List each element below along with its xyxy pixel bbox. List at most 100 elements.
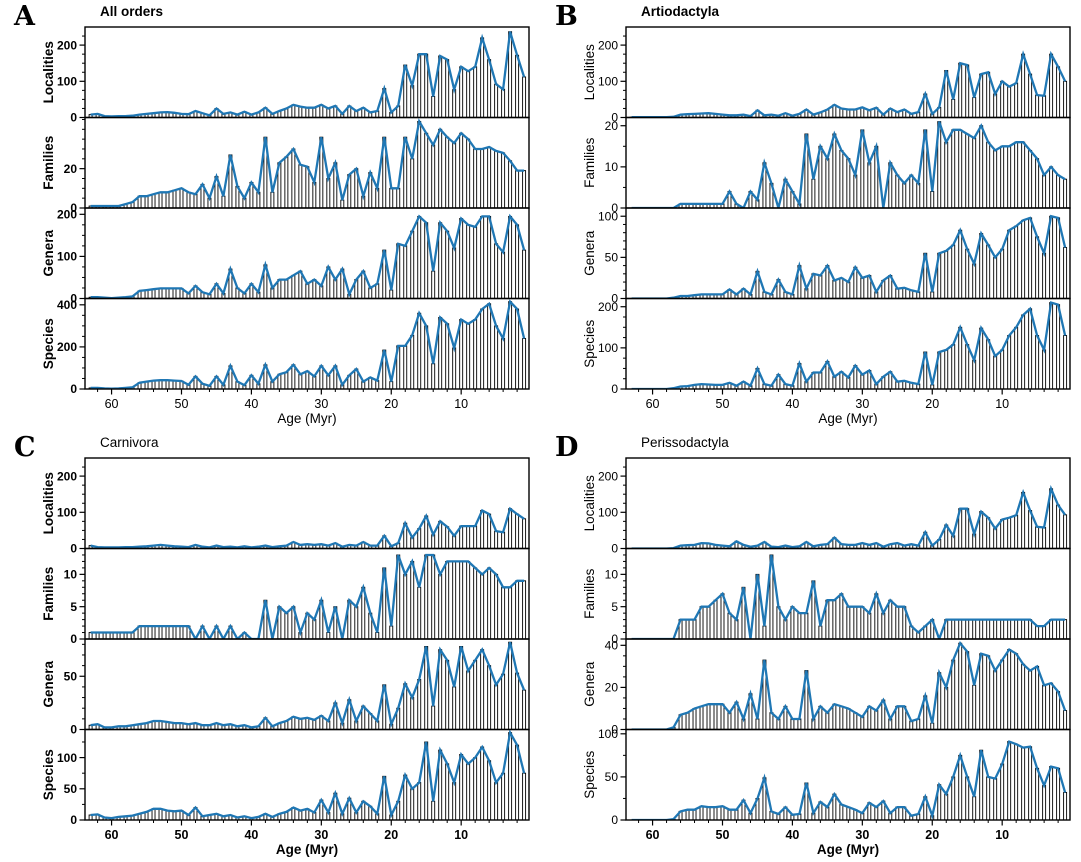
y-axis-label: Genera — [41, 229, 56, 276]
x-tick-label: 40 — [785, 397, 799, 411]
y-tick-label: 20 — [64, 162, 78, 176]
subplot-genera: 0 50 Genera — [41, 638, 530, 737]
x-tick-label: 20 — [384, 397, 398, 411]
trend-line — [90, 506, 525, 549]
y-tick-label: 200 — [598, 469, 618, 483]
x-tick-label: 10 — [995, 828, 1009, 842]
x-tick-label: 40 — [785, 828, 799, 842]
y-tick-label: 100 — [598, 341, 618, 355]
y-tick-label: 0 — [70, 813, 77, 827]
y-tick-label: 0 — [611, 813, 618, 827]
y-tick-label: 100 — [598, 506, 618, 520]
trend-line — [631, 740, 1067, 820]
panel-title: Perissodactyla — [641, 435, 729, 450]
panel-letter: A — [13, 1, 36, 32]
x-tick-label: 20 — [925, 397, 939, 411]
y-tick-label: 10 — [605, 568, 619, 582]
y-axis-label: Localities — [582, 475, 597, 532]
trend-line — [631, 484, 1067, 549]
y-axis-label: Species — [582, 319, 597, 367]
y-tick-label: 50 — [605, 770, 619, 784]
y-tick-label: 5 — [611, 600, 618, 614]
axis-label-age: Age (Myr) — [817, 842, 879, 857]
panel-letter: B — [555, 1, 578, 32]
panel-all-orders: A All orders0100200Localities020Families0… — [0, 0, 540, 431]
y-tick-label: 200 — [598, 38, 618, 52]
trend-line — [90, 729, 526, 820]
trend-line — [631, 121, 1066, 208]
y-axis-label: Families — [582, 137, 597, 188]
y-tick-label: 100 — [57, 751, 77, 765]
bars — [671, 302, 1068, 389]
y-tick-label: 200 — [598, 300, 618, 314]
x-tick-label: 20 — [384, 828, 398, 842]
x-tick-label: 30 — [314, 397, 328, 411]
x-tick-label: 50 — [175, 397, 189, 411]
trend-line — [90, 118, 525, 208]
panel-letter: C — [14, 432, 36, 463]
y-tick-label: 200 — [57, 38, 77, 52]
y-tick-label: 20 — [605, 119, 619, 133]
panel-title: Carnivora — [100, 435, 159, 450]
y-axis-label: Species — [41, 749, 56, 800]
x-tick-label: 10 — [995, 397, 1009, 411]
trend-line — [631, 301, 1067, 389]
bars — [88, 641, 527, 730]
y-tick-label: 100 — [598, 209, 618, 223]
y-axis-label: Genera — [41, 660, 56, 707]
axis-label-age: Age (Myr) — [277, 411, 336, 426]
x-tick-label: 50 — [716, 828, 730, 842]
y-tick-label: 200 — [57, 340, 77, 354]
trend-line — [631, 214, 1067, 299]
y-axis-label: Genera — [582, 661, 597, 707]
x-tick-label: 10 — [454, 828, 468, 842]
y-axis-label: Families — [41, 136, 56, 190]
panel-title: All orders — [100, 4, 163, 19]
x-axis: 60 50 40 30 20 10 Age (Myr) — [97, 820, 518, 857]
y-tick-label: 0 — [70, 382, 77, 396]
y-tick-label: 100 — [598, 75, 618, 89]
trend-line — [90, 299, 526, 389]
x-tick-label: 40 — [244, 397, 258, 411]
panel-carnivora: C Carnivora0100200Localities0510Families0… — [0, 431, 540, 862]
y-tick-label: 0 — [70, 292, 77, 306]
y-tick-label: 0 — [611, 382, 618, 396]
subplot-families: 0 5 10 Families — [41, 547, 530, 646]
y-tick-label: 5 — [70, 600, 77, 614]
x-tick-label: 40 — [244, 828, 258, 842]
axis-label-age: Age (Myr) — [818, 411, 877, 426]
y-tick-label: 0 — [611, 723, 618, 737]
x-tick-label: 60 — [105, 397, 119, 411]
y-tick-label: 50 — [605, 251, 619, 265]
x-axis: 60 50 40 30 20 10 Age (Myr) — [97, 389, 518, 426]
x-axis: 60 50 40 30 20 10 Age (Myr) — [638, 820, 1059, 857]
subplot-families: 0 5 10 Families — [582, 547, 1071, 646]
y-tick-label: 0 — [70, 542, 77, 556]
x-tick-label: 30 — [314, 828, 328, 842]
x-tick-label: 30 — [855, 828, 869, 842]
x-tick-label: 60 — [646, 828, 660, 842]
y-tick-label: 0 — [70, 201, 77, 215]
x-tick-label: 50 — [175, 828, 189, 842]
y-tick-label: 100 — [57, 75, 77, 89]
x-tick-label: 60 — [105, 828, 119, 842]
y-axis-label: Families — [41, 567, 56, 621]
y-axis-label: Families — [582, 568, 597, 619]
trend-line — [90, 31, 526, 118]
y-axis-label: Species — [41, 318, 56, 369]
bars — [88, 301, 527, 389]
x-axis: 60 50 40 30 20 10 Age (Myr) — [638, 389, 1059, 426]
x-tick-label: 30 — [855, 397, 869, 411]
y-axis-label: Species — [582, 750, 597, 798]
y-tick-label: 0 — [611, 292, 618, 306]
trend-line — [90, 213, 526, 299]
y-tick-label: 200 — [57, 208, 77, 222]
trend-line — [631, 554, 1066, 639]
y-axis-label: Localities — [41, 41, 56, 103]
y-tick-label: 400 — [57, 298, 77, 312]
y-tick-label: 0 — [611, 111, 618, 125]
